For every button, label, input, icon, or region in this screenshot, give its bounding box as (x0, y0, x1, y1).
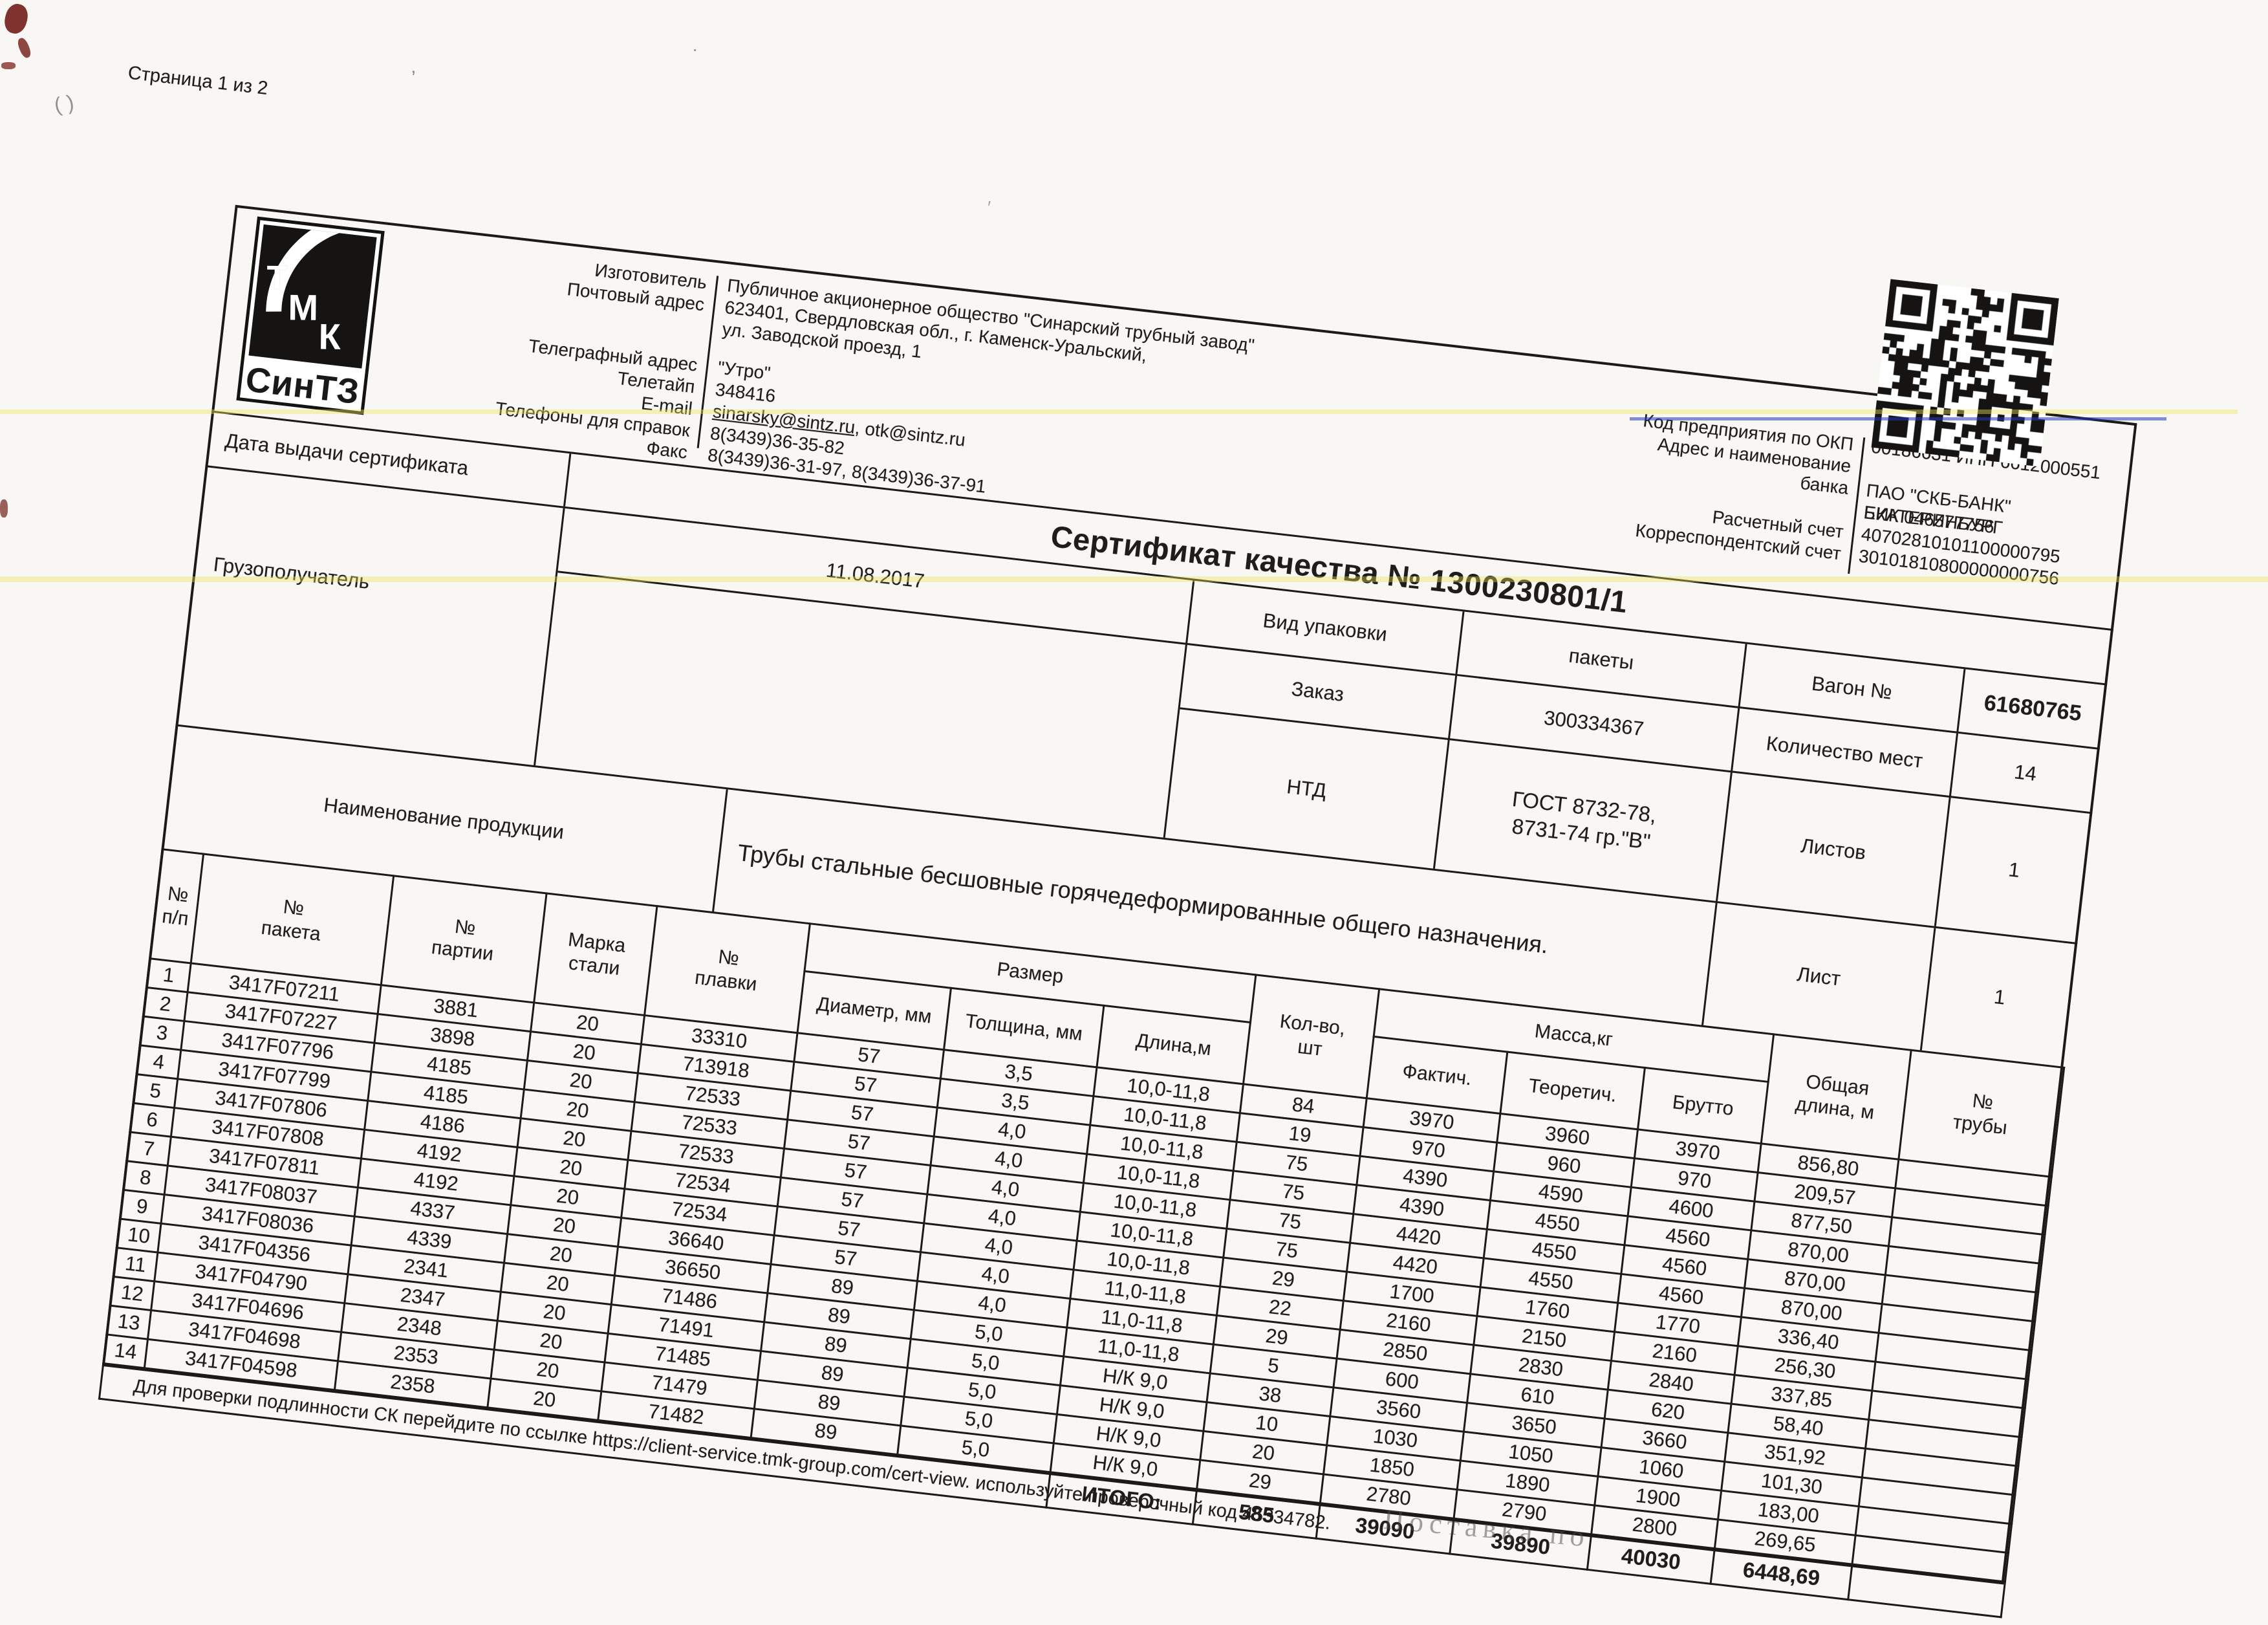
table-cell: 8 (123, 1161, 168, 1195)
table-cell: 14 (103, 1334, 148, 1368)
sheets-value: 1 (2007, 858, 2022, 882)
scan-pencil-mark: ( ) (52, 90, 76, 117)
col-header-batch: № партии (381, 875, 547, 1003)
scan-red-mark (1, 62, 16, 69)
col-header-steel: Марка стали (534, 893, 657, 1016)
consignee-label: Грузополучатель (175, 466, 565, 766)
table-cell: 9 (120, 1190, 165, 1224)
table-cell: 1 (146, 958, 191, 992)
logo-letter: К (318, 316, 341, 357)
col-header-packet: № пакета (191, 854, 394, 985)
logo-letter: М (288, 287, 319, 328)
table-cell: 13 (106, 1305, 151, 1340)
logo-letter: Т (266, 259, 288, 297)
table-cell: 12 (110, 1276, 155, 1311)
table-cell: 6 (129, 1103, 175, 1137)
logo-sintz-label: СинТЗ (243, 360, 362, 412)
col-header-heat: № плавки (644, 906, 810, 1033)
scan-red-mark (16, 36, 33, 60)
tmk-logo-mark: Т М К (248, 224, 377, 369)
table-cell: 3 (140, 1016, 184, 1051)
table-cell: 10 (116, 1219, 161, 1253)
table-cell: 4 (136, 1045, 181, 1079)
sheets-label: Листов (1718, 772, 1951, 926)
scanned-document: Страница 1 из 2 Т М К СинТЗ Изг (0, 26, 2137, 1617)
scan-speck: · (692, 39, 698, 59)
scan-red-mark (0, 499, 8, 518)
quality-certificate: Т М К СинТЗ Изготовитель Публичное акцион… (98, 204, 2137, 1619)
col-header-qty: Кол-во, шт (1243, 974, 1379, 1098)
col-header-pipe-no: № трубы (1898, 1050, 2064, 1177)
tmk-logo: Т М К СинТЗ (236, 216, 385, 415)
page-number-label: Страница 1 из 2 (127, 62, 269, 100)
col-header-total-length: Общая длина, м (1761, 1034, 1912, 1160)
qr-code-icon (1871, 279, 2059, 467)
table-cell: 2 (143, 987, 188, 1021)
table-cell: 11 (113, 1247, 158, 1281)
scan-red-mark (1, 1, 31, 36)
logo-cell: Т М К СинТЗ (211, 205, 434, 433)
sheet-value: 1 (1993, 985, 2007, 1009)
sheet-label: Лист (1703, 903, 1936, 1051)
table-cell: 7 (126, 1131, 171, 1166)
table-cell: 5 (133, 1074, 178, 1108)
